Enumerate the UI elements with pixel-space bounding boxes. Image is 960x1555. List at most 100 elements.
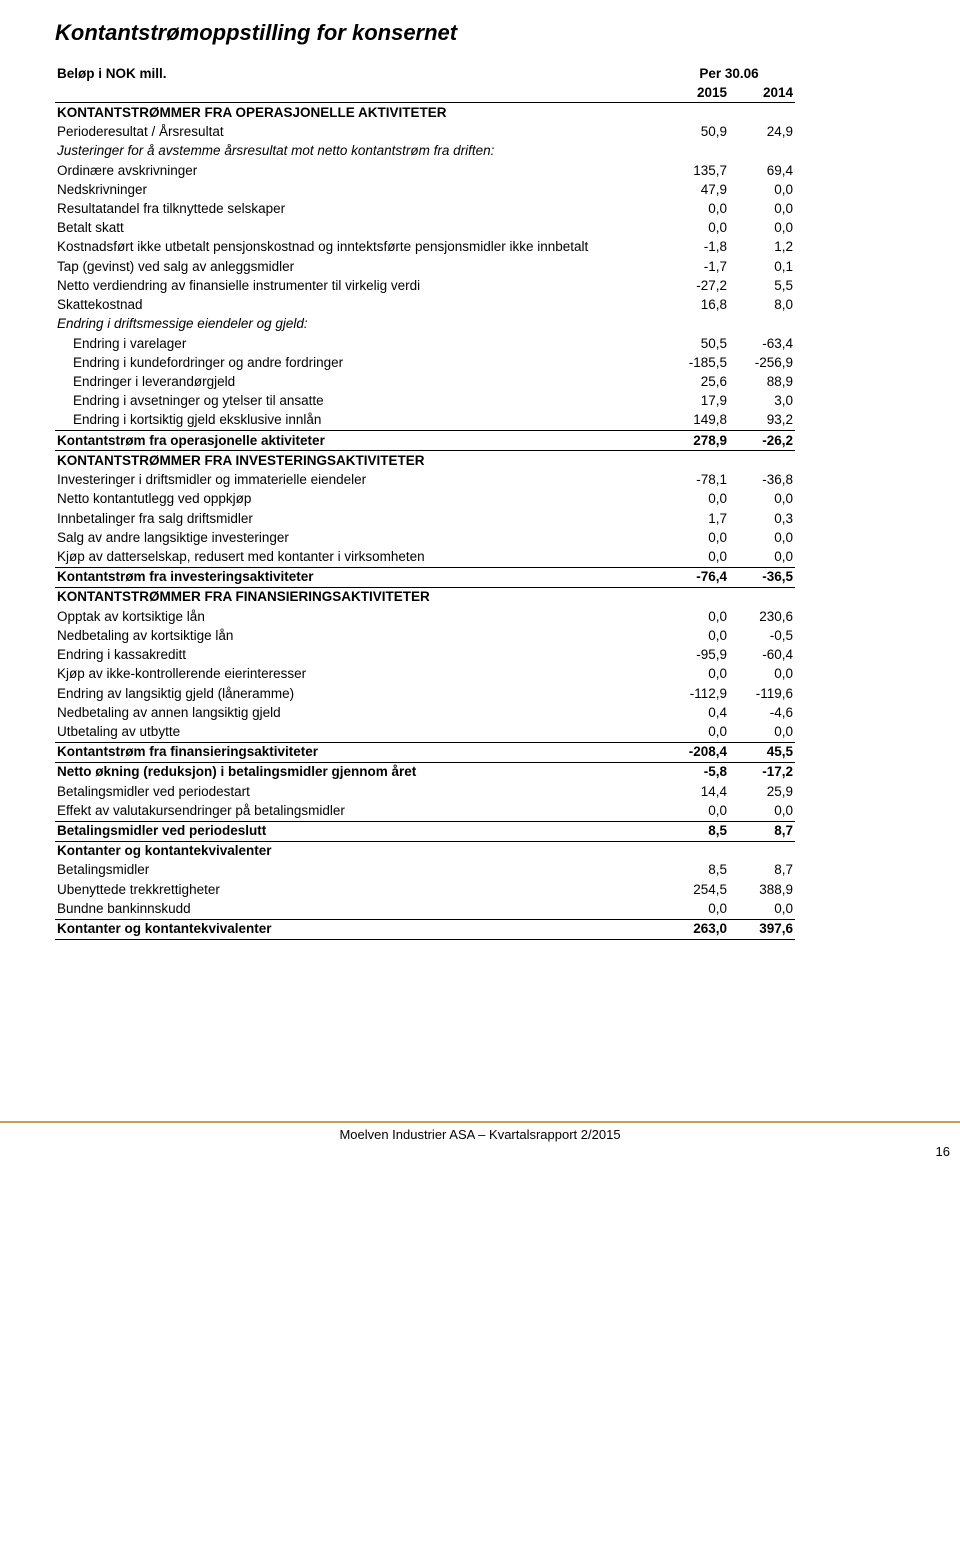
row-label: Endring i kundefordringer og andre fordr…: [55, 353, 663, 372]
subtotal-val: 263,0: [663, 919, 729, 939]
row-val: 0,0: [729, 722, 795, 742]
row-val: 93,2: [729, 411, 795, 431]
row-label: Perioderesultat / Årsresultat: [55, 123, 663, 142]
row-label: Endring i avsetninger og ytelser til ans…: [55, 392, 663, 411]
section-heading-ops: KONTANTSTRØMMER FRA OPERASJONELLE AKTIVI…: [55, 103, 663, 123]
subtotal-val: -26,2: [729, 431, 795, 451]
row-val: 14,4: [663, 782, 729, 801]
row-label: Bundne bankinnskudd: [55, 899, 663, 919]
subtotal-label: Betalingsmidler ved periodeslutt: [55, 821, 663, 841]
row-val: -4,6: [729, 703, 795, 722]
subtotal-val: 45,5: [729, 742, 795, 762]
row-label: Betalt skatt: [55, 219, 663, 238]
subtotal-label: Kontantstrøm fra operasjonelle aktivitet…: [55, 431, 663, 451]
row-label: Netto verdiendring av finansielle instru…: [55, 276, 663, 295]
row-val: -1,8: [663, 238, 729, 257]
adjustments-heading: Justeringer for å avstemme årsresultat m…: [55, 142, 663, 161]
row-val: 0,0: [729, 219, 795, 238]
row-val: 0,0: [663, 722, 729, 742]
row-label: Opptak av kortsiktige lån: [55, 607, 663, 626]
row-val: 0,0: [663, 490, 729, 509]
row-val: 24,9: [729, 123, 795, 142]
subtotal-label: Kontantstrøm fra finansieringsaktivitete…: [55, 742, 663, 762]
subtotal-val: -208,4: [663, 742, 729, 762]
row-val: -17,2: [729, 762, 795, 782]
period-label: Per 30.06: [663, 64, 795, 83]
section-heading-cash: Kontanter og kontantekvivalenter: [55, 841, 663, 861]
row-val: 0,1: [729, 257, 795, 276]
row-val: 0,0: [729, 490, 795, 509]
row-val: 8,0: [729, 296, 795, 315]
row-val: 5,5: [729, 276, 795, 295]
row-val: 16,8: [663, 296, 729, 315]
row-val: 0,0: [663, 607, 729, 626]
row-val: -36,8: [729, 471, 795, 490]
row-label: Endring av langsiktig gjeld (låneramme): [55, 684, 663, 703]
row-label: Kjøp av datterselskap, redusert med kont…: [55, 547, 663, 567]
page-footer: Moelven Industrier ASA – Kvartalsrapport…: [0, 1120, 960, 1159]
page-title: Kontantstrømoppstilling for konsernet: [55, 20, 795, 46]
subtotal-val: 278,9: [663, 431, 729, 451]
row-val: -63,4: [729, 334, 795, 353]
row-val: 0,3: [729, 509, 795, 528]
row-label: Kjøp av ikke-kontrollerende eierinteress…: [55, 665, 663, 684]
row-label: Endring i varelager: [55, 334, 663, 353]
row-val: -185,5: [663, 353, 729, 372]
year-col-1: 2015: [663, 83, 729, 103]
row-label: Ordinære avskrivninger: [55, 161, 663, 180]
row-val: 230,6: [729, 607, 795, 626]
subtotal-val: -76,4: [663, 567, 729, 587]
row-val: 0,0: [663, 219, 729, 238]
row-label: Innbetalinger fra salg driftsmidler: [55, 509, 663, 528]
cashflow-table: Beløp i NOK mill.Per 30.0620152014 KONTAN…: [55, 64, 795, 940]
row-val: 1,2: [729, 238, 795, 257]
row-val: 3,0: [729, 392, 795, 411]
currency-unit-label: Beløp i NOK mill.: [55, 64, 663, 83]
row-val: 0,0: [729, 547, 795, 567]
footer-text: Moelven Industrier ASA – Kvartalsrapport…: [0, 1127, 960, 1142]
row-label: Utbetaling av utbytte: [55, 722, 663, 742]
row-val: 0,0: [663, 547, 729, 567]
row-val: 0,0: [663, 899, 729, 919]
row-val: 254,5: [663, 880, 729, 899]
row-val: 0,0: [663, 200, 729, 219]
row-val: 388,9: [729, 880, 795, 899]
row-label: Investeringer i driftsmidler og immateri…: [55, 471, 663, 490]
page-number: 16: [0, 1144, 960, 1159]
row-val: 47,9: [663, 180, 729, 199]
row-val: 149,8: [663, 411, 729, 431]
row-label: Resultatandel fra tilknyttede selskaper: [55, 200, 663, 219]
row-label: Kostnadsført ikke utbetalt pensjonskostn…: [55, 238, 663, 257]
row-label: Nedskrivninger: [55, 180, 663, 199]
row-val: -112,9: [663, 684, 729, 703]
row-label: Betalingsmidler: [55, 861, 663, 880]
row-label: Netto kontantutlegg ved oppkjøp: [55, 490, 663, 509]
subtotal-label: Kontanter og kontantekvivalenter: [55, 919, 663, 939]
row-val: 88,9: [729, 373, 795, 392]
row-val: 0,0: [729, 200, 795, 219]
row-val: 0,0: [663, 626, 729, 645]
subtotal-val: 8,5: [663, 821, 729, 841]
row-label: Nedbetaling av kortsiktige lån: [55, 626, 663, 645]
row-val: 0,0: [663, 528, 729, 547]
row-label: Ubenyttede trekkrettigheter: [55, 880, 663, 899]
subtotal-val: 397,6: [729, 919, 795, 939]
year-col-2: 2014: [729, 83, 795, 103]
row-label: Endringer i leverandørgjeld: [55, 373, 663, 392]
row-val: 8,5: [663, 861, 729, 880]
row-label: Effekt av valutakursendringer på betalin…: [55, 801, 663, 821]
row-label: Netto økning (reduksjon) i betalingsmidl…: [55, 762, 663, 782]
row-label: Endring i kortsiktig gjeld eksklusive in…: [55, 411, 663, 431]
row-val: 0,0: [663, 801, 729, 821]
row-label: Endring i kassakreditt: [55, 646, 663, 665]
row-val: 50,5: [663, 334, 729, 353]
row-label: Tap (gevinst) ved salg av anleggsmidler: [55, 257, 663, 276]
row-val: 0,0: [729, 180, 795, 199]
row-val: 0,0: [729, 528, 795, 547]
row-val: 69,4: [729, 161, 795, 180]
subtotal-val: -36,5: [729, 567, 795, 587]
row-label: Skattekostnad: [55, 296, 663, 315]
row-val: -256,9: [729, 353, 795, 372]
row-val: 0,4: [663, 703, 729, 722]
row-val: 25,9: [729, 782, 795, 801]
